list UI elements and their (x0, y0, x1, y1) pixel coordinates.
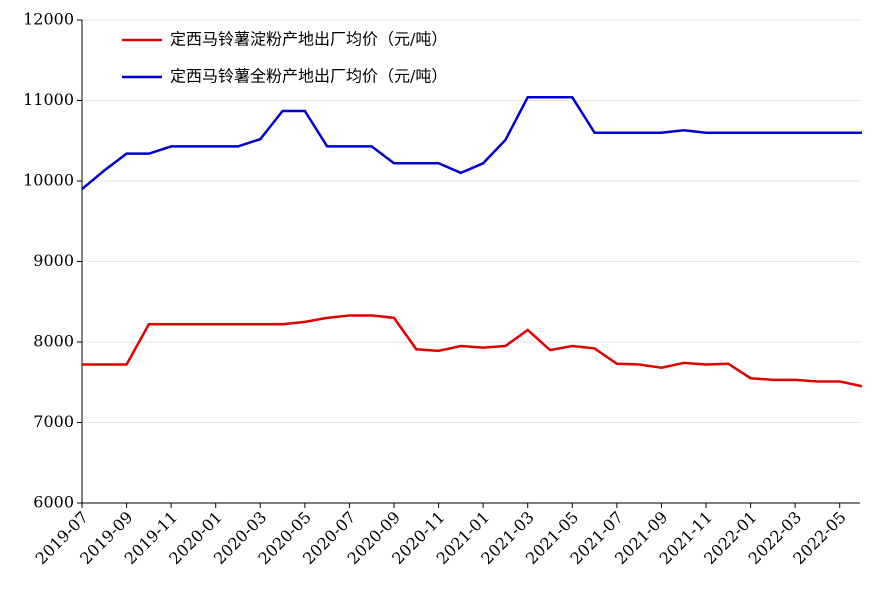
y-tick-label: 8000 (33, 332, 74, 351)
legend-text: 定西马铃薯淀粉产地出厂均价（元/吨） (170, 30, 447, 49)
y-tick-label: 7000 (33, 412, 74, 431)
series-line (81, 96, 862, 191)
y-tick-label: 11000 (23, 90, 74, 109)
y-tick-label: 6000 (33, 493, 74, 512)
series-line (82, 314, 863, 388)
y-tick-label: 12000 (23, 10, 74, 29)
y-tick-label: 10000 (23, 171, 74, 190)
y-tick-label: 9000 (33, 251, 74, 270)
legend-text: 定西马铃薯全粉产地出厂均价（元/吨） (170, 67, 447, 86)
